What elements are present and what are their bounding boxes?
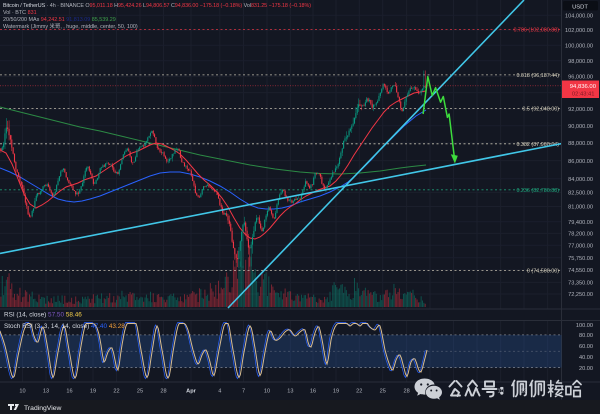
svg-text:Stoch RSI (3, 3, 14, 14, close: Stoch RSI (3, 3, 14, 14, close) 47.40 43…	[4, 323, 125, 330]
svg-text:82,500.00: 82,500.00	[568, 191, 593, 197]
svg-text:0.236 (82,786.88): 0.236 (82,786.88)	[516, 188, 559, 194]
svg-text:77,000.00: 77,000.00	[568, 244, 593, 250]
svg-text:19: 19	[333, 389, 339, 395]
svg-text:02:43:41: 02:43:41	[572, 92, 595, 98]
svg-text:86,000.00: 86,000.00	[568, 159, 593, 165]
svg-text:10: 10	[264, 389, 270, 395]
svg-text:10: 10	[497, 389, 503, 395]
svg-text:0.618 (96,187.44): 0.618 (96,187.44)	[516, 73, 559, 79]
svg-text:13: 13	[43, 389, 49, 395]
svg-text:96,000.00: 96,000.00	[568, 75, 593, 81]
svg-text:88,000.00: 88,000.00	[568, 141, 593, 147]
svg-text:90,000.00: 90,000.00	[568, 124, 593, 130]
svg-text:10: 10	[19, 389, 25, 395]
svg-text:78,200.00: 78,200.00	[568, 232, 593, 238]
svg-text:100.00: 100.00	[576, 323, 593, 329]
svg-text:20/50/200 MAs 94,242.51 91,813: 20/50/200 MAs 94,242.51 91,813.09 85,539…	[3, 17, 116, 23]
svg-text:94,836.00: 94,836.00	[570, 84, 597, 90]
svg-text:RSI (14, close) 57.50 58.46: RSI (14, close) 57.50 58.46	[4, 312, 82, 319]
svg-text:13: 13	[521, 389, 527, 395]
svg-text:84,000.00: 84,000.00	[568, 177, 593, 183]
svg-text:22: 22	[113, 389, 119, 395]
svg-text:4: 4	[218, 389, 221, 395]
svg-text:25: 25	[380, 389, 386, 395]
svg-text:98,000.00: 98,000.00	[568, 59, 593, 65]
svg-text:Apr: Apr	[186, 389, 196, 395]
svg-text:81,000.00: 81,000.00	[568, 205, 593, 211]
svg-text:79,400.00: 79,400.00	[568, 220, 593, 226]
svg-text:7: 7	[242, 389, 245, 395]
svg-text:28: 28	[403, 389, 409, 395]
svg-text:19: 19	[90, 389, 96, 395]
svg-text:16: 16	[66, 389, 72, 395]
svg-text:13: 13	[287, 389, 293, 395]
svg-text:0.786 (102,080.88): 0.786 (102,080.88)	[513, 27, 559, 33]
svg-text:22: 22	[356, 389, 362, 395]
svg-text:104,000.00: 104,000.00	[565, 13, 593, 19]
svg-text:100,000.00: 100,000.00	[565, 43, 593, 49]
svg-text:102,000.00: 102,000.00	[565, 28, 593, 34]
svg-text:80.00: 80.00	[579, 333, 593, 339]
svg-text:92,000.00: 92,000.00	[568, 107, 593, 113]
svg-text:73,350.00: 73,350.00	[568, 281, 593, 287]
svg-text:40.00: 40.00	[579, 355, 593, 361]
svg-text:0 (74,508.00): 0 (74,508.00)	[527, 268, 559, 274]
svg-text:0.382 (87,908.64): 0.382 (87,908.64)	[516, 142, 559, 148]
svg-text:USDT: USDT	[572, 4, 588, 10]
svg-text:72,250.00: 72,250.00	[568, 292, 593, 298]
svg-text:20.00: 20.00	[579, 366, 593, 372]
svg-text:0.5 (92,048.00): 0.5 (92,048.00)	[522, 107, 559, 113]
svg-text:60.00: 60.00	[579, 344, 593, 350]
svg-text:75,750.00: 75,750.00	[568, 256, 593, 262]
svg-text:Watermark (Jimmy 米哥, , huge, m: Watermark (Jimmy 米哥, , huge, middle, cen…	[3, 22, 138, 30]
svg-text:TradingView: TradingView	[24, 405, 61, 412]
svg-text:Vol · BTC 831: Vol · BTC 831	[3, 10, 37, 16]
svg-text:25: 25	[137, 389, 143, 395]
svg-text:74,550.00: 74,550.00	[568, 268, 593, 274]
svg-text:16: 16	[310, 389, 316, 395]
svg-text:28: 28	[160, 389, 166, 395]
svg-text:Bitcoin / TetherUS · 4h · BINA: Bitcoin / TetherUS · 4h · BINANCE O95,01…	[3, 3, 311, 9]
